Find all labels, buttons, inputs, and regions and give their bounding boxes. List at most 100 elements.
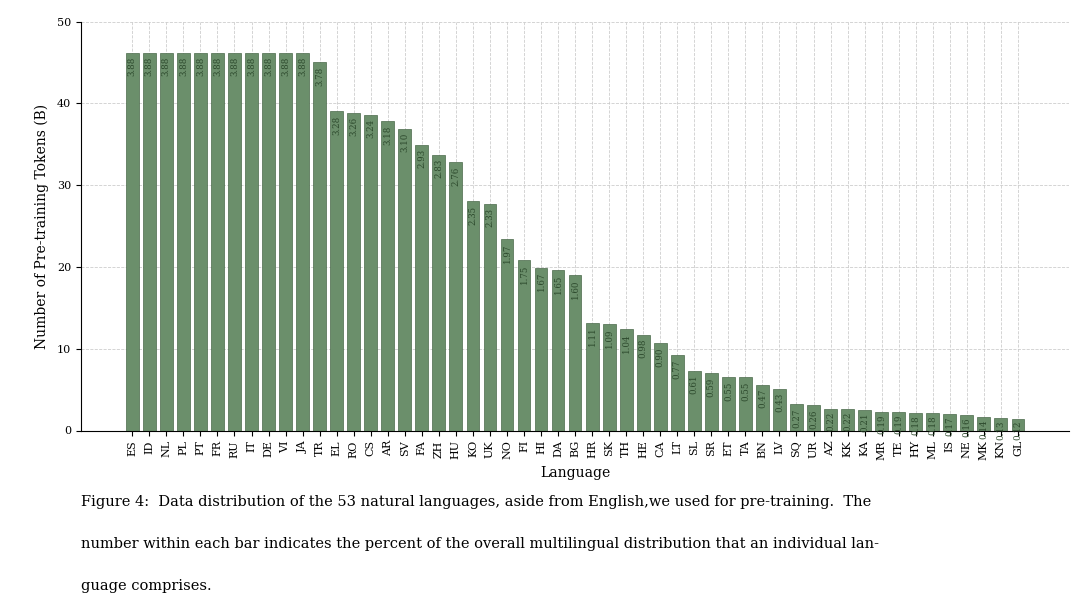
Bar (381, 121, 394, 430)
Text: 1.11: 1.11 (588, 327, 596, 346)
Text: 3.24: 3.24 (366, 119, 375, 138)
Bar (416, 145, 428, 430)
Y-axis label: Number of Pre-training Tokens (B): Number of Pre-training Tokens (B) (35, 103, 49, 349)
Bar (467, 202, 480, 430)
Text: 3.18: 3.18 (383, 125, 392, 145)
Bar (756, 385, 769, 430)
Text: 3.28: 3.28 (333, 116, 341, 135)
Bar (892, 411, 905, 430)
Bar (432, 155, 445, 430)
Text: 3.78: 3.78 (315, 66, 324, 85)
Bar (960, 415, 973, 430)
Bar (653, 343, 666, 430)
Text: 3.88: 3.88 (127, 57, 137, 76)
Bar (927, 413, 940, 430)
Text: 0.18: 0.18 (928, 416, 937, 435)
Text: 1.60: 1.60 (570, 279, 580, 299)
Bar (1012, 419, 1024, 430)
Text: 0.22: 0.22 (843, 411, 852, 431)
Text: 2.33: 2.33 (485, 208, 495, 227)
Bar (245, 53, 258, 430)
Text: 0.98: 0.98 (638, 339, 648, 359)
Text: 0.26: 0.26 (809, 409, 818, 429)
Bar (194, 53, 206, 430)
Bar (824, 409, 837, 430)
Bar (364, 115, 377, 430)
Text: 3.88: 3.88 (230, 57, 239, 76)
Bar (262, 53, 275, 430)
Bar (977, 416, 990, 430)
Text: 2.93: 2.93 (417, 149, 427, 169)
Text: 3.88: 3.88 (195, 57, 205, 76)
Bar (841, 409, 854, 430)
Bar (791, 404, 802, 430)
Bar (330, 111, 343, 430)
Text: Figure 4:  Data distribution of the 53 natural languages, aside from English,we : Figure 4: Data distribution of the 53 na… (81, 495, 872, 509)
Bar (944, 414, 956, 430)
Text: 3.88: 3.88 (179, 57, 188, 76)
X-axis label: Language: Language (540, 466, 610, 480)
Bar (280, 53, 292, 430)
Text: 3.88: 3.88 (162, 57, 171, 76)
Bar (535, 268, 548, 430)
Text: 0.19: 0.19 (877, 414, 887, 434)
Text: 0.17: 0.17 (945, 416, 955, 436)
Bar (739, 378, 752, 430)
Bar (126, 53, 138, 430)
Text: 0.19: 0.19 (894, 414, 903, 434)
Text: 0.18: 0.18 (912, 416, 920, 435)
Text: 1.65: 1.65 (554, 274, 563, 293)
Bar (705, 373, 718, 430)
Text: 0.27: 0.27 (792, 408, 801, 428)
Bar (399, 129, 411, 430)
Text: guage comprises.: guage comprises. (81, 579, 212, 593)
Text: 3.26: 3.26 (349, 117, 359, 137)
Text: 3.88: 3.88 (213, 57, 222, 76)
Text: 0.55: 0.55 (724, 381, 733, 401)
Bar (569, 275, 581, 430)
Text: 0.90: 0.90 (656, 347, 665, 367)
Text: 3.88: 3.88 (247, 57, 256, 76)
Bar (603, 324, 616, 430)
Text: 2.83: 2.83 (434, 159, 444, 178)
Text: 0.14: 0.14 (980, 419, 988, 438)
Text: 3.88: 3.88 (298, 57, 307, 76)
Bar (995, 418, 1008, 430)
Bar (585, 322, 598, 430)
Bar (449, 162, 462, 430)
Bar (177, 53, 190, 430)
Bar (723, 378, 734, 430)
Bar (909, 413, 922, 430)
Bar (620, 329, 633, 430)
Text: 0.55: 0.55 (741, 381, 750, 401)
Bar (348, 113, 360, 430)
Text: 3.88: 3.88 (264, 57, 273, 76)
Text: number within each bar indicates the percent of the overall multilingual distrib: number within each bar indicates the per… (81, 537, 879, 551)
Bar (773, 389, 786, 430)
Text: 1.04: 1.04 (622, 333, 631, 352)
Text: 0.43: 0.43 (775, 393, 784, 412)
Text: 0.47: 0.47 (758, 389, 767, 408)
Bar (143, 53, 156, 430)
Text: 0.77: 0.77 (673, 359, 681, 379)
Bar (160, 53, 173, 430)
Text: 3.10: 3.10 (401, 133, 409, 152)
Bar (501, 239, 513, 430)
Text: 0.59: 0.59 (706, 378, 716, 397)
Text: 2.76: 2.76 (451, 166, 460, 186)
Text: 0.16: 0.16 (962, 418, 971, 437)
Bar (228, 53, 241, 430)
Bar (552, 270, 565, 430)
Bar (875, 411, 888, 430)
Text: 0.61: 0.61 (690, 375, 699, 394)
Bar (671, 355, 684, 430)
Text: 2.35: 2.35 (469, 205, 477, 224)
Bar (484, 204, 497, 430)
Bar (211, 53, 224, 430)
Text: 1.97: 1.97 (502, 243, 512, 263)
Text: 0.22: 0.22 (826, 411, 835, 431)
Text: 0.12: 0.12 (1013, 421, 1023, 440)
Text: 3.88: 3.88 (145, 57, 153, 76)
Bar (688, 371, 701, 430)
Bar (807, 405, 820, 430)
